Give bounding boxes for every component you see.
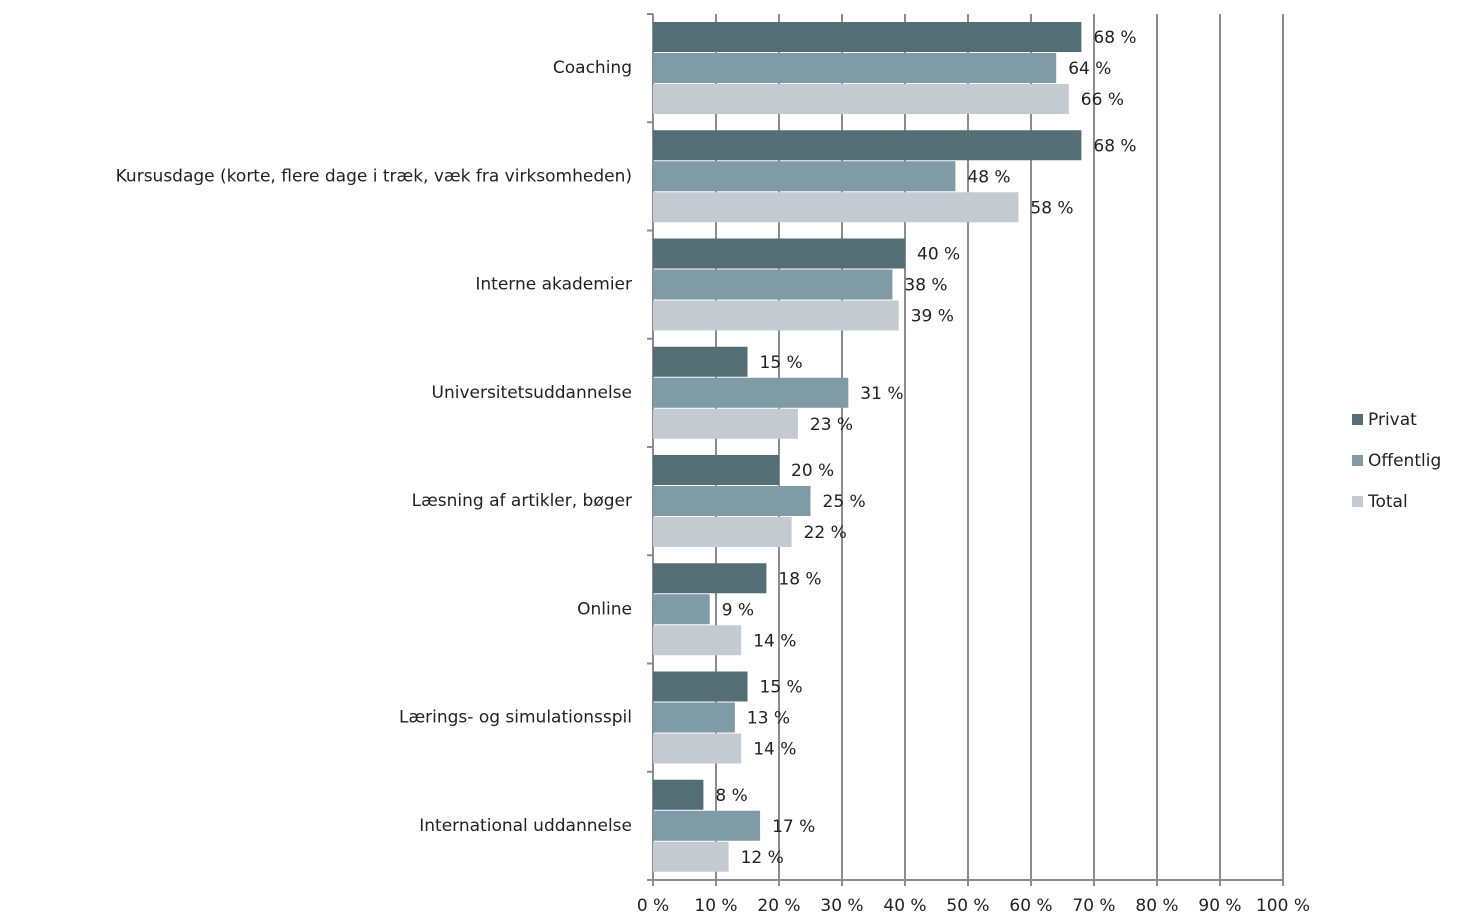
value-label: 68 % — [1093, 136, 1136, 156]
value-label: 68 % — [1093, 28, 1136, 48]
bar — [653, 300, 899, 331]
x-tick-label: 10 % — [694, 896, 737, 916]
value-label: 66 % — [1081, 90, 1124, 110]
bar — [653, 702, 735, 733]
y-tick-label: International uddannelse — [419, 816, 632, 836]
y-tick-label: Lærings- og simulationsspil — [399, 708, 632, 728]
value-label: 38 % — [904, 276, 947, 296]
bar — [653, 238, 905, 269]
x-tick-label: 70 % — [1072, 896, 1115, 916]
legend-swatch — [1352, 455, 1363, 466]
value-label: 22 % — [804, 523, 847, 543]
legend-swatch — [1352, 414, 1363, 425]
bar — [653, 733, 742, 764]
value-label: 8 % — [715, 786, 747, 806]
value-label: 31 % — [860, 384, 903, 404]
bar — [653, 269, 893, 300]
value-label: 23 % — [810, 415, 853, 435]
x-tick-label: 100 % — [1256, 896, 1310, 916]
value-label: 9 % — [722, 600, 754, 620]
bar — [653, 625, 742, 656]
value-label: 18 % — [778, 569, 821, 589]
bar — [653, 22, 1082, 52]
x-tick-label: 90 % — [1198, 896, 1241, 916]
bar — [653, 671, 748, 702]
bar — [653, 563, 767, 594]
bar — [653, 486, 811, 516]
bar — [653, 130, 1082, 161]
value-label: 25 % — [823, 492, 866, 512]
value-label: 14 % — [753, 631, 796, 651]
value-label: 15 % — [760, 678, 803, 698]
value-label: 13 % — [747, 709, 790, 729]
x-tick-label: 20 % — [757, 896, 800, 916]
bar — [653, 53, 1057, 83]
x-tick-label: 60 % — [1009, 896, 1052, 916]
legend-label: Privat — [1368, 410, 1417, 430]
bar — [653, 455, 779, 485]
value-label: 15 % — [760, 353, 803, 373]
bar — [653, 779, 704, 810]
x-tick-label: 30 % — [820, 896, 863, 916]
y-tick-label: Kursusdage (korte, flere dage i træk, væ… — [116, 166, 632, 186]
value-label: 39 % — [911, 307, 954, 327]
legend-swatch — [1352, 496, 1363, 507]
x-tick-label: 40 % — [883, 896, 926, 916]
y-tick-label: Coaching — [553, 58, 632, 78]
legend-label: Offentlig — [1368, 451, 1441, 471]
legend-label: Total — [1367, 492, 1408, 512]
bar — [653, 377, 849, 408]
value-label: 14 % — [753, 740, 796, 760]
x-tick-label: 80 % — [1135, 896, 1178, 916]
bar — [653, 594, 710, 625]
bar — [653, 346, 748, 377]
bar — [653, 841, 729, 872]
value-label: 40 % — [917, 245, 960, 265]
bar — [653, 161, 956, 192]
value-label: 12 % — [741, 848, 784, 868]
x-tick-label: 50 % — [946, 896, 989, 916]
y-tick-label: Universitetsuddannelse — [432, 383, 633, 403]
bar — [653, 192, 1019, 223]
y-tick-label: Interne akademier — [475, 275, 632, 295]
value-label: 48 % — [967, 167, 1010, 187]
y-tick-label: Læsning af artikler, bøger — [412, 491, 632, 511]
bar — [653, 517, 792, 547]
value-label: 17 % — [772, 817, 815, 837]
value-label: 64 % — [1068, 59, 1111, 79]
bar — [653, 84, 1069, 114]
value-label: 58 % — [1030, 198, 1073, 218]
value-label: 20 % — [791, 461, 834, 481]
bar — [653, 810, 761, 841]
bar — [653, 408, 798, 439]
y-tick-label: Online — [577, 599, 632, 619]
x-tick-label: 0 % — [637, 896, 669, 916]
